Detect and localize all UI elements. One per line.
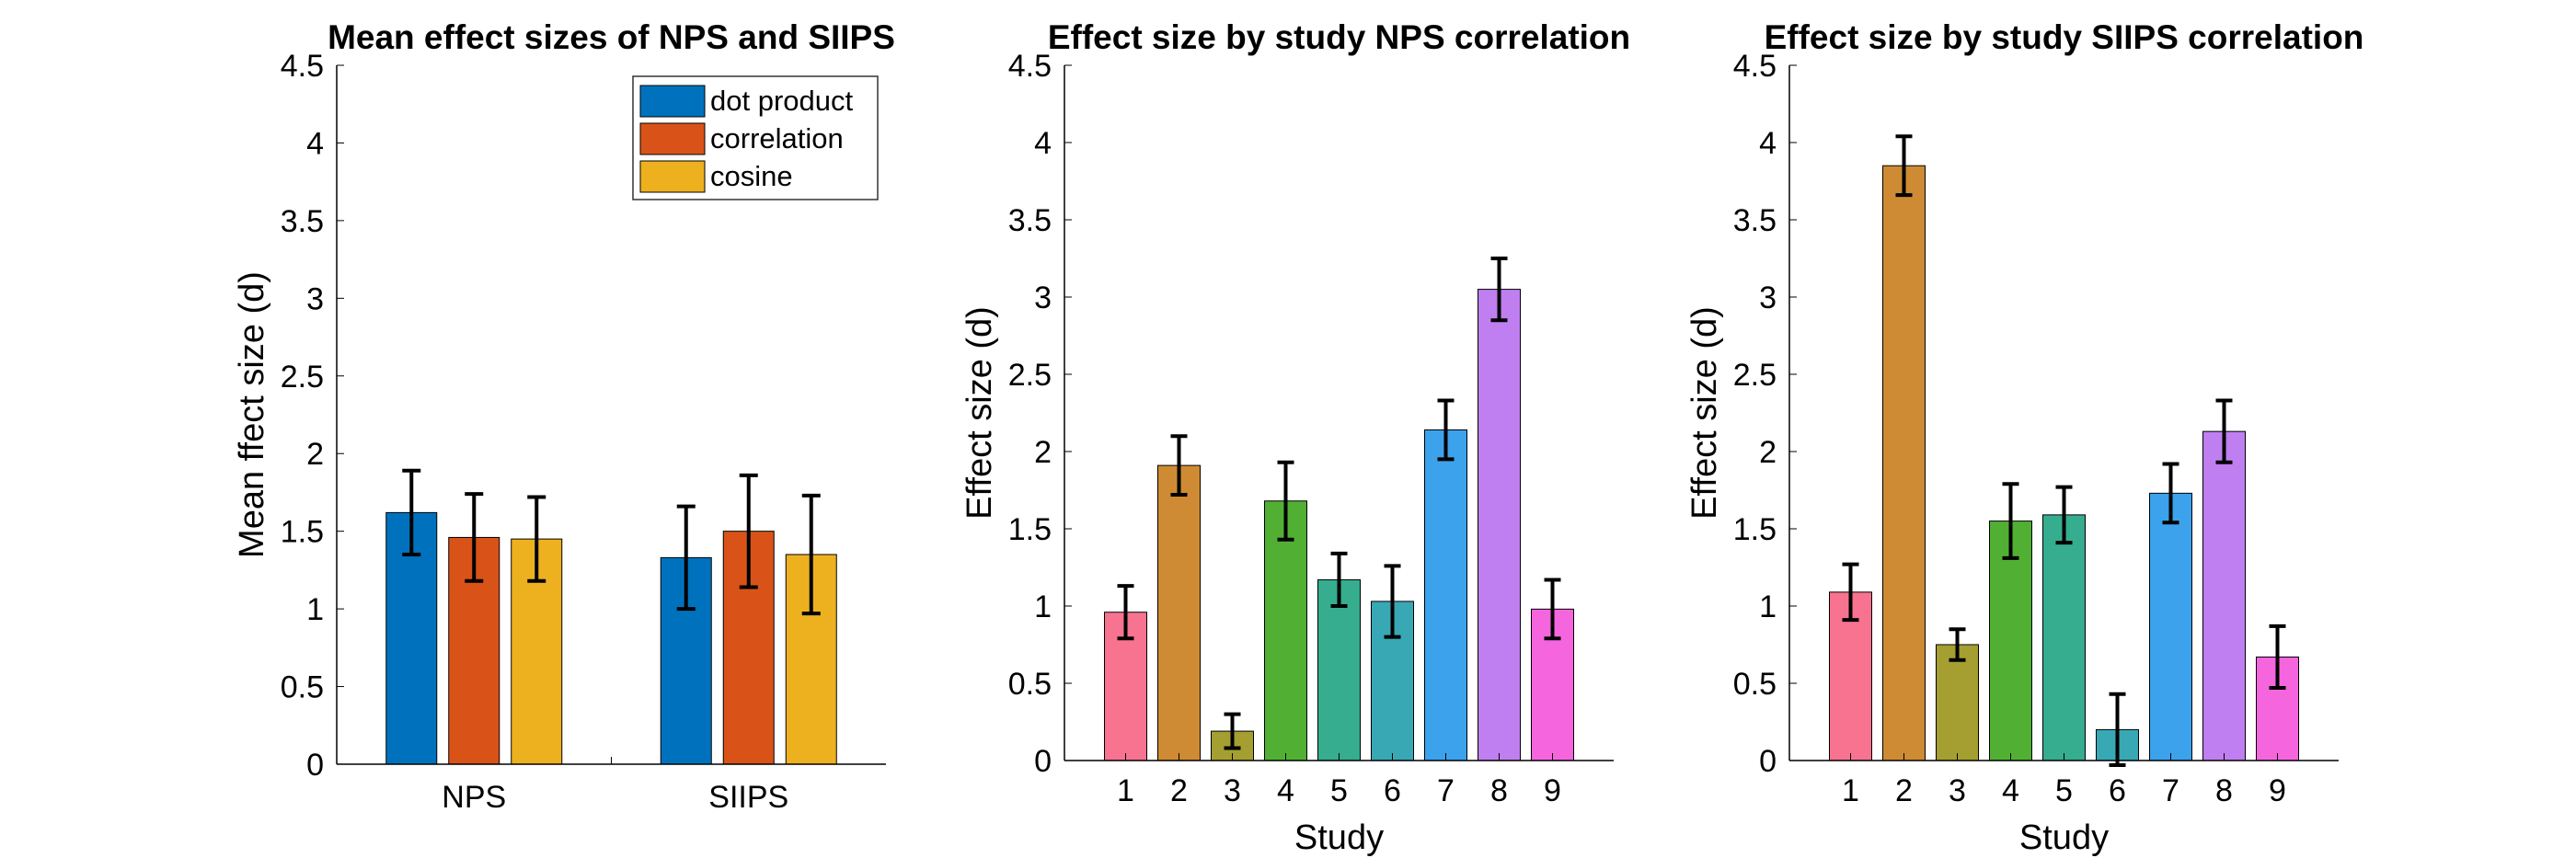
y-tick-label: 0.5 [1008,667,1052,702]
y-tick-label: 4 [1034,126,1052,161]
y-tick-label: 3 [1759,280,1777,315]
x-tick-label: 3 [1224,773,1241,808]
y-tick-label: 0 [306,748,324,783]
x-tick-label: 5 [1330,773,1348,808]
y-tick-label: 2 [1034,435,1052,470]
bar [1882,165,1926,761]
x-tick-label: 3 [1949,773,1966,808]
y-tick-label: 1.5 [1733,512,1777,547]
bar [1936,644,1979,761]
x-tick-label: 7 [1437,773,1455,808]
x-tick-label: 2 [1895,773,1913,808]
y-tick-label: 4.5 [281,49,324,84]
chart-title: Mean effect sizes of NPS and SIIPS [328,18,895,56]
bar [1317,578,1361,761]
y-axis-label: Effect size (d) [1685,306,1724,520]
y-tick-label: 4.5 [1733,49,1777,84]
y-tick-label: 4 [1759,126,1777,161]
x-axis-label: Study [1294,818,1384,857]
y-tick-label: 0.5 [281,670,324,705]
legend-entry: correlation [710,122,844,154]
x-tick-label: 2 [1170,773,1188,808]
y-tick-label: 4.5 [1008,49,1052,84]
x-tick-label: 1 [1117,773,1134,808]
x-tick-label: NPS [442,780,506,815]
legend-swatch [639,160,706,193]
x-axis-label: Study [2019,818,2109,857]
y-tick-label: 3.5 [1008,203,1052,238]
y-tick-label: 3.5 [1733,203,1777,238]
bar [1478,289,1521,761]
legend-entry: dot product [710,85,853,117]
y-tick-label: 2.5 [1733,358,1777,393]
y-tick-label: 4 [306,126,324,161]
y-tick-label: 3 [306,281,324,316]
x-tick-label: 7 [2162,773,2179,808]
x-tick-label: 4 [1277,773,1294,808]
x-tick-label: 1 [1842,773,1859,808]
y-tick-label: 3 [1034,280,1052,315]
y-tick-label: 1.5 [281,515,324,550]
y-tick-label: 1 [1034,589,1052,624]
y-tick-label: 0.5 [1733,667,1777,702]
x-tick-label: 8 [1490,773,1508,808]
bar [1157,464,1201,761]
y-tick-label: 2 [1759,435,1777,470]
legend: dot product correlation cosine [632,75,879,200]
x-tick-label: 5 [2055,773,2073,808]
x-tick-label: 9 [2269,773,2286,808]
x-tick-label: 9 [1544,773,1561,808]
x-tick-label: 8 [2215,773,2233,808]
y-tick-label: 0 [1759,744,1777,779]
bar [2149,492,2192,761]
y-axis-label: Effect size (d) [960,306,999,520]
y-tick-label: 2.5 [281,360,324,395]
legend-swatch [639,122,706,155]
y-tick-label: 2.5 [1008,358,1052,393]
chart-title: Effect size by study NPS correlation [1048,18,1630,56]
y-tick-label: 1.5 [1008,512,1052,547]
y-tick-label: 1 [1759,589,1777,624]
legend-entry: cosine [710,160,793,192]
legend-swatch [639,85,706,118]
bar [1424,429,1467,761]
bar [1989,521,2032,761]
x-tick-label: 6 [1384,773,1401,808]
bar [1264,500,1307,761]
x-tick-label: 6 [2109,773,2126,808]
y-tick-label: 1 [306,592,324,627]
y-tick-label: 0 [1034,744,1052,779]
y-tick-label: 2 [306,437,324,472]
bar [2202,430,2246,761]
y-axis-label: Mean ffect size (d) [233,271,271,558]
y-tick-label: 3.5 [281,204,324,239]
x-tick-label: 4 [2002,773,2019,808]
chart-title: Effect size by study SIIPS correlation [1765,18,2364,56]
x-tick-label: SIIPS [708,780,788,815]
bar [2042,514,2086,761]
